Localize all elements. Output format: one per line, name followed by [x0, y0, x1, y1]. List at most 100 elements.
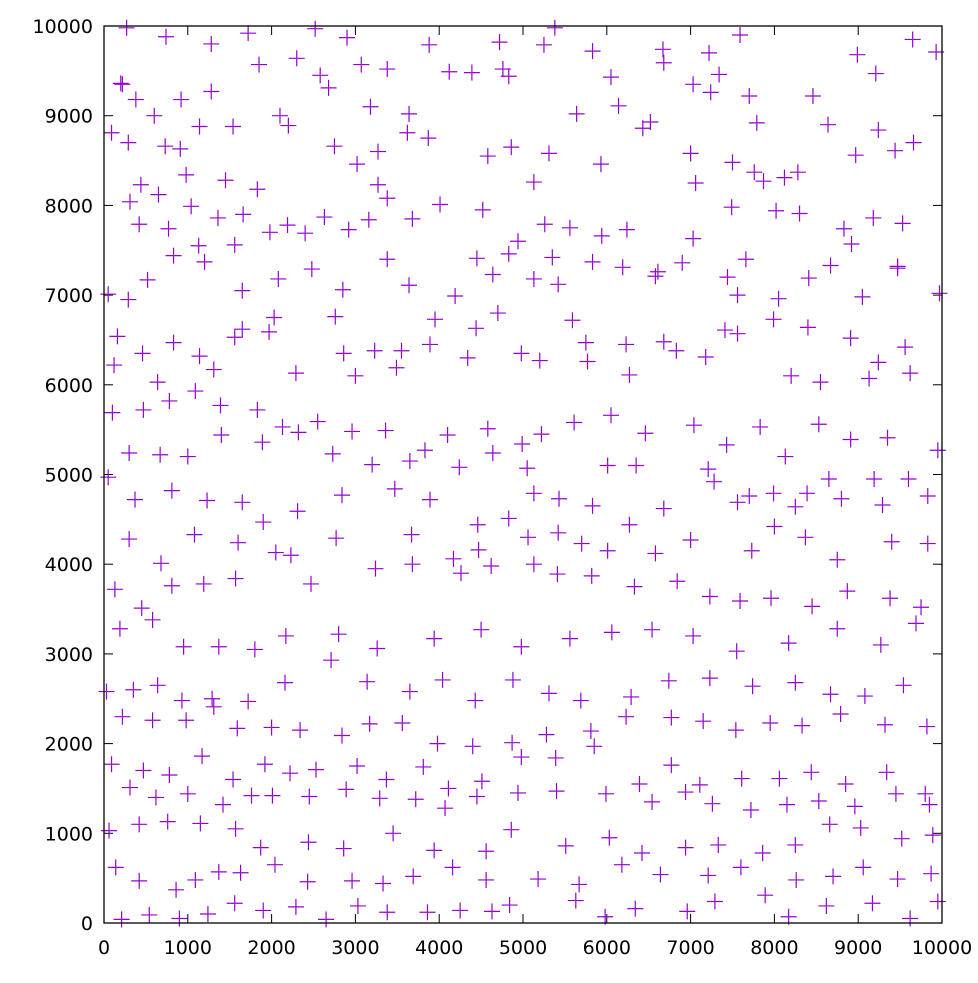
data-point-marker: [388, 359, 405, 376]
data-point-marker: [429, 735, 446, 752]
data-point-marker: [349, 897, 366, 914]
data-point-marker: [163, 577, 180, 594]
data-point-marker: [865, 209, 882, 226]
data-point-marker: [685, 417, 702, 434]
data-point-marker: [655, 500, 672, 517]
data-point-marker: [704, 795, 721, 812]
data-point-marker: [375, 875, 392, 892]
data-point-marker: [240, 693, 257, 710]
data-point-marker: [161, 392, 178, 409]
data-point-marker: [877, 716, 894, 733]
data-point-marker: [353, 56, 370, 73]
data-point-marker: [297, 225, 314, 242]
data-point-marker: [405, 868, 422, 885]
data-point-marker: [729, 287, 746, 304]
data-point-marker: [232, 864, 249, 881]
data-point-marker: [623, 688, 640, 705]
data-point-marker: [377, 422, 394, 439]
data-point-marker: [452, 902, 469, 919]
data-point-marker: [710, 836, 727, 853]
data-point-marker: [584, 253, 601, 270]
data-point-marker: [444, 859, 461, 876]
data-point-marker: [833, 490, 850, 507]
data-point-marker: [146, 107, 163, 124]
data-point-marker: [504, 671, 521, 688]
data-point-marker: [225, 118, 242, 135]
y-tick-label: 6000: [45, 375, 93, 397]
data-point-marker: [147, 789, 164, 806]
data-point-marker: [252, 839, 269, 856]
data-point-marker: [328, 530, 345, 547]
data-point-marker: [825, 868, 842, 885]
data-point-marker: [240, 25, 257, 42]
data-point-marker: [100, 469, 117, 486]
data-point-marker: [766, 518, 783, 535]
data-point-marker: [301, 788, 318, 805]
data-point-marker: [280, 117, 297, 134]
data-point-marker: [513, 345, 530, 362]
data-point-marker: [723, 199, 740, 216]
data-point-marker: [401, 683, 418, 700]
data-point-marker: [547, 749, 564, 766]
data-point-marker: [866, 470, 883, 487]
data-point-marker: [199, 492, 216, 509]
data-point-marker: [924, 827, 941, 844]
data-point-marker: [168, 881, 185, 898]
data-point-marker: [931, 285, 948, 302]
data-point-marker: [566, 414, 583, 431]
data-point-marker: [226, 895, 243, 912]
data-point-marker: [243, 787, 260, 804]
data-point-marker: [407, 791, 424, 808]
data-point-marker: [872, 636, 889, 653]
data-point-marker: [483, 903, 500, 920]
data-point-marker: [842, 330, 859, 347]
data-point-marker: [327, 308, 344, 325]
data-point-marker: [434, 671, 451, 688]
data-point-marker: [399, 124, 416, 141]
data-point-marker: [852, 819, 869, 836]
data-point-marker: [530, 871, 547, 888]
data-point-marker: [335, 345, 352, 362]
data-point-marker: [711, 66, 728, 83]
data-point-marker: [637, 425, 654, 442]
data-point-marker: [829, 620, 846, 637]
data-point-marker: [800, 270, 817, 287]
x-tick-label: 1000: [164, 937, 212, 959]
data-point-marker: [234, 282, 251, 299]
data-points: [98, 19, 948, 928]
data-point-marker: [379, 61, 396, 78]
data-point-marker: [214, 796, 231, 813]
data-point-marker: [287, 898, 304, 915]
data-point-marker: [895, 677, 912, 694]
data-point-marker: [633, 845, 650, 862]
data-point-marker: [385, 825, 402, 842]
data-point-marker: [121, 444, 138, 461]
data-point-marker: [917, 785, 934, 802]
data-point-marker: [535, 36, 552, 53]
data-point-marker: [799, 485, 816, 502]
data-point-marker: [644, 621, 661, 638]
data-point-marker: [212, 397, 229, 414]
data-point-marker: [440, 780, 457, 797]
data-point-marker: [173, 692, 190, 709]
data-point-marker: [628, 457, 645, 474]
data-point-marker: [210, 638, 227, 655]
data-point-marker: [879, 429, 896, 446]
data-point-marker: [677, 839, 694, 856]
y-tick-label: 2000: [45, 734, 93, 756]
data-point-marker: [210, 863, 227, 880]
data-point-marker: [902, 910, 919, 927]
data-point-marker: [378, 771, 395, 788]
data-point-marker: [127, 491, 144, 508]
data-point-marker: [364, 456, 381, 473]
data-point-marker: [572, 692, 589, 709]
data-point-marker: [701, 670, 718, 687]
data-point-marker: [583, 567, 600, 584]
data-point-marker: [783, 367, 800, 384]
data-point-marker: [856, 688, 873, 705]
data-point-marker: [883, 533, 900, 550]
data-point-marker: [803, 764, 820, 781]
data-point-marker: [755, 173, 772, 190]
data-point-marker: [133, 600, 150, 617]
data-point-marker: [724, 154, 741, 171]
